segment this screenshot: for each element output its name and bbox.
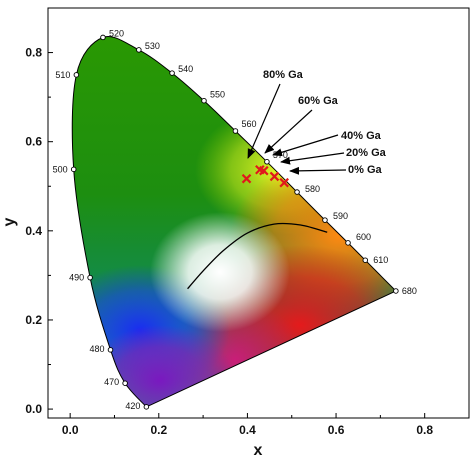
- plot-frame: [47, 7, 470, 419]
- data-point-0ga: [279, 177, 289, 188]
- annotation-label-40ga: 40% Ga: [341, 130, 382, 142]
- wavelength-marker-500: [70, 166, 77, 173]
- annotation-group: 80% Ga 60% Ga 40% Ga 20% Ga 0% Ga: [247, 69, 387, 176]
- y-axis-label: y: [1, 217, 18, 226]
- y-tick-label: 0.8: [25, 46, 42, 60]
- data-point-40ga: [259, 165, 269, 176]
- wavelength-label-550: 550: [210, 90, 225, 100]
- y-tick-label: 0.6: [25, 135, 42, 149]
- wavelength-label-590: 590: [333, 211, 348, 221]
- wavelength-marker-490: [87, 274, 93, 281]
- wavelength-label-680: 680: [402, 286, 417, 296]
- wavelength-label-610: 610: [373, 255, 388, 265]
- wavelength-label-600: 600: [356, 232, 371, 242]
- annotation-arrow-80ga: [247, 83, 281, 159]
- wavelength-marker-510: [73, 72, 80, 78]
- wavelength-label-480: 480: [89, 344, 104, 354]
- annotation-arrow-40ga: [272, 134, 339, 157]
- wavelength-marker-570: [264, 158, 270, 165]
- wavelength-label-490: 490: [69, 273, 84, 283]
- data-point-80ga: [241, 173, 252, 184]
- wavelength-marker-560: [232, 128, 239, 134]
- wavelength-label-470: 470: [104, 377, 119, 387]
- annotation-arrow-60ga: [264, 109, 313, 154]
- wavelength-label-500: 500: [53, 164, 68, 174]
- wavelength-label-580: 580: [305, 184, 320, 194]
- annotation-arrow-20ga: [280, 152, 345, 165]
- x-axis-ticks: 0.0 0.2 0.4 0.6 0.8: [62, 413, 470, 437]
- planckian-locus-curve: [187, 222, 328, 290]
- wavelength-marker-530: [136, 47, 142, 53]
- spectral-locus-markers: 4204704804905005105205305405505605705805…: [53, 28, 417, 410]
- annotation-label-60ga: 60% Ga: [298, 95, 339, 107]
- wavelength-label-420: 420: [125, 401, 140, 411]
- x-tick-label: 0.6: [328, 423, 345, 437]
- wavelength-marker-590: [322, 217, 328, 223]
- annotation-label-80ga: 80% Ga: [263, 69, 304, 81]
- annotation-label-20ga: 20% Ga: [346, 147, 387, 159]
- y-axis-ticks: 0.0 0.2 0.4 0.6 0.8: [25, 7, 53, 416]
- spectral-locus-outline: [71, 36, 397, 408]
- data-series-markers: [241, 164, 289, 188]
- wavelength-label-530: 530: [145, 41, 160, 51]
- wavelength-marker-520: [100, 34, 106, 41]
- wavelength-label-540: 540: [178, 64, 193, 74]
- wavelength-marker-580: [294, 189, 300, 195]
- wavelength-label-510: 510: [55, 70, 70, 80]
- wavelength-label-520: 520: [109, 28, 124, 38]
- data-point-20ga: [269, 171, 280, 182]
- wavelength-label-560: 560: [241, 119, 256, 129]
- x-tick-label: 0.4: [239, 423, 256, 437]
- wavelength-marker-470: [122, 380, 128, 386]
- wavelength-marker-600: [345, 240, 351, 246]
- wavelength-marker-480: [107, 347, 114, 353]
- wavelength-marker-680: [393, 288, 399, 294]
- annotation-label-0ga: 0% Ga: [348, 164, 383, 176]
- wavelength-marker-420: [143, 404, 150, 410]
- y-tick-label: 0.2: [25, 313, 42, 327]
- y-tick-label: 0.0: [25, 402, 42, 416]
- x-axis-label: x: [254, 442, 263, 459]
- x-tick-label: 0.8: [416, 423, 433, 437]
- cie-gamut-fill: [72, 36, 396, 407]
- x-tick-label: 0.2: [150, 423, 167, 437]
- y-tick-label: 0.4: [25, 224, 42, 238]
- wavelength-marker-540: [169, 70, 175, 76]
- wavelength-marker-610: [362, 257, 369, 263]
- x-tick-label: 0.0: [62, 423, 79, 437]
- annotation-arrow-0ga: [289, 166, 347, 175]
- wavelength-marker-550: [201, 97, 207, 104]
